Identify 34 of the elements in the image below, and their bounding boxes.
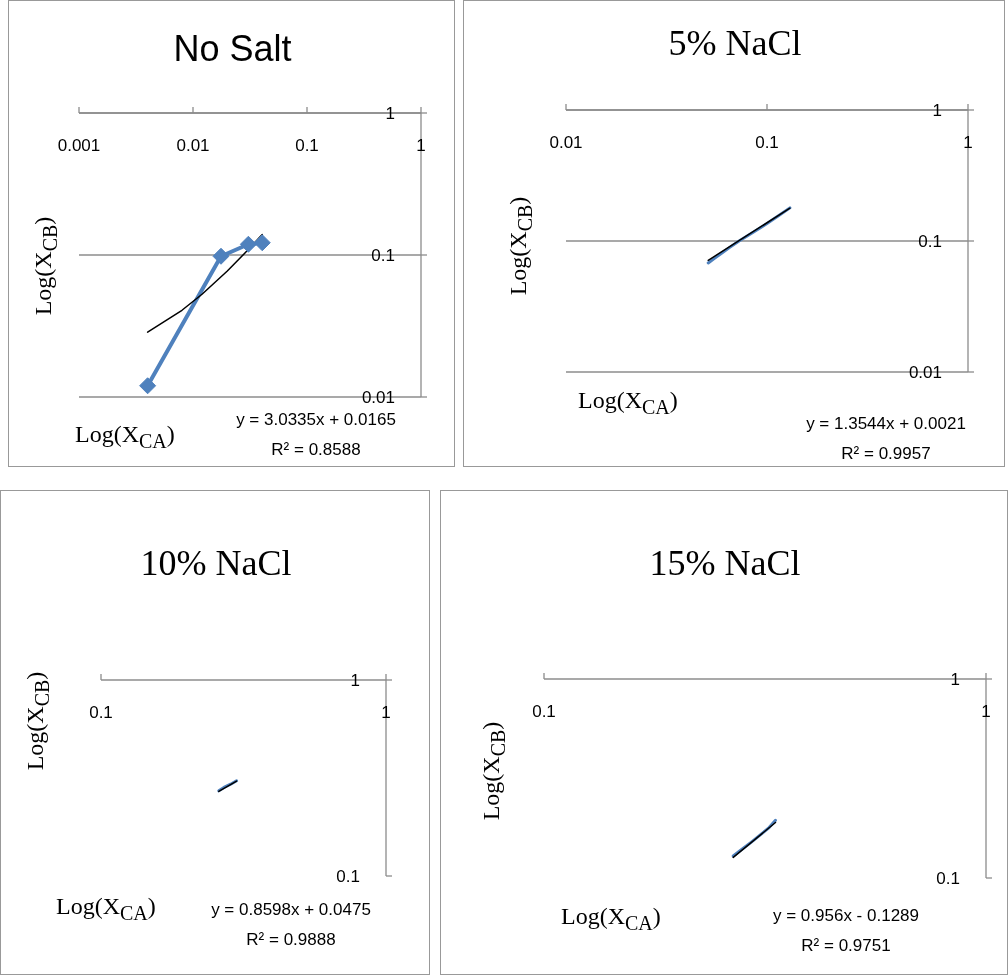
chart-title: 15% NaCl [648, 543, 802, 583]
x-tick-label: 0.1 [755, 133, 779, 152]
x-axis-title: Log(X$_{CA}$) [56, 893, 156, 925]
text: y = 3.0335x + 0.0165 [236, 410, 396, 429]
x-tick-label: 1 [981, 702, 991, 721]
y-tick-label: 0.01 [361, 388, 395, 407]
text: R² = 0.9751 [800, 935, 892, 957]
chart-title: 10% NaCl [139, 543, 293, 583]
text: y = 0.8598x + 0.0475 [210, 899, 372, 921]
y-tick-label: 1 [350, 671, 360, 690]
x-tick-label: 0.1 [89, 703, 113, 722]
x-axis-title: Log(X$_{CA}$) [578, 387, 678, 419]
x-tick-label: 0.01 [549, 133, 583, 152]
y-tick-label: 1 [932, 101, 942, 120]
text: y = 1.3544x + 0.0021 [805, 413, 967, 435]
x-axis-title: Log(X$_{CA}$) [561, 903, 661, 935]
x-tick-label: 1 [963, 133, 973, 152]
text: R² = 0.8588 [270, 439, 362, 461]
chart-title: 5% NaCl [667, 23, 803, 63]
y-tick-label: 0.1 [936, 869, 960, 888]
x-tick-label: 0.01 [176, 136, 210, 155]
x-tick-label: 1 [416, 136, 426, 155]
x-tick-label: 0.001 [57, 136, 101, 155]
y-tick-label: 0.1 [371, 246, 395, 265]
chart-title: No Salt [172, 28, 293, 69]
text: R² = 0.9888 [245, 929, 337, 951]
x-tick-label: 0.1 [295, 136, 319, 155]
y-tick-label: 1 [385, 104, 395, 123]
text: R² = 0.9957 [840, 443, 932, 465]
x-tick-label: 0.1 [532, 702, 556, 721]
text: y = 0.956x - 0.1289 [772, 905, 920, 927]
y-tick-label: 0.01 [908, 363, 942, 382]
x-axis-title: Log(X$_{CA}$) [75, 421, 175, 453]
y-tick-label: 0.1 [918, 232, 942, 251]
